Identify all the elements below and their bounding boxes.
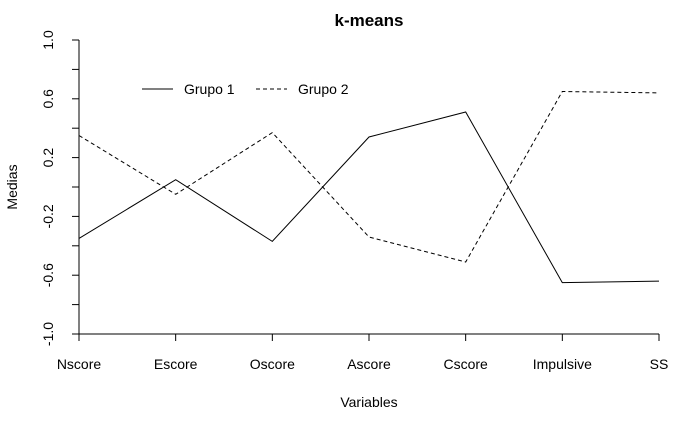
x-tick-label: Impulsive bbox=[533, 356, 592, 372]
series-layer bbox=[78, 90, 660, 284]
legend: Grupo 1 Grupo 2 bbox=[142, 81, 349, 97]
x-tick-label: Escore bbox=[154, 356, 198, 372]
y-tick-label: -1.0 bbox=[40, 322, 56, 346]
series-line-2 bbox=[78, 90, 660, 263]
y-tick-label: 0.6 bbox=[40, 89, 56, 109]
x-tick-label: Nscore bbox=[57, 356, 102, 372]
legend-label-2: Grupo 2 bbox=[298, 81, 349, 97]
axes: Nscore Escore Oscore Ascore Cscore Impulsive S… bbox=[40, 30, 668, 372]
x-tick-label: Oscore bbox=[250, 356, 295, 372]
x-tick-label: Ascore bbox=[347, 356, 391, 372]
y-tick-label: 0.2 bbox=[40, 148, 56, 168]
y-tick-label: -0.6 bbox=[40, 263, 56, 287]
y-tick-label: 1.0 bbox=[40, 30, 56, 50]
x-tick-label: Cscore bbox=[443, 356, 488, 372]
series-line-1 bbox=[78, 111, 660, 284]
x-axis-label: Variables bbox=[340, 394, 397, 410]
legend-label-1: Grupo 1 bbox=[184, 81, 235, 97]
chart-title: k-means bbox=[335, 11, 404, 30]
y-tick-label: -0.2 bbox=[40, 204, 56, 228]
x-tick-label: SS bbox=[650, 356, 669, 372]
y-axis-label: Medias bbox=[4, 164, 20, 209]
